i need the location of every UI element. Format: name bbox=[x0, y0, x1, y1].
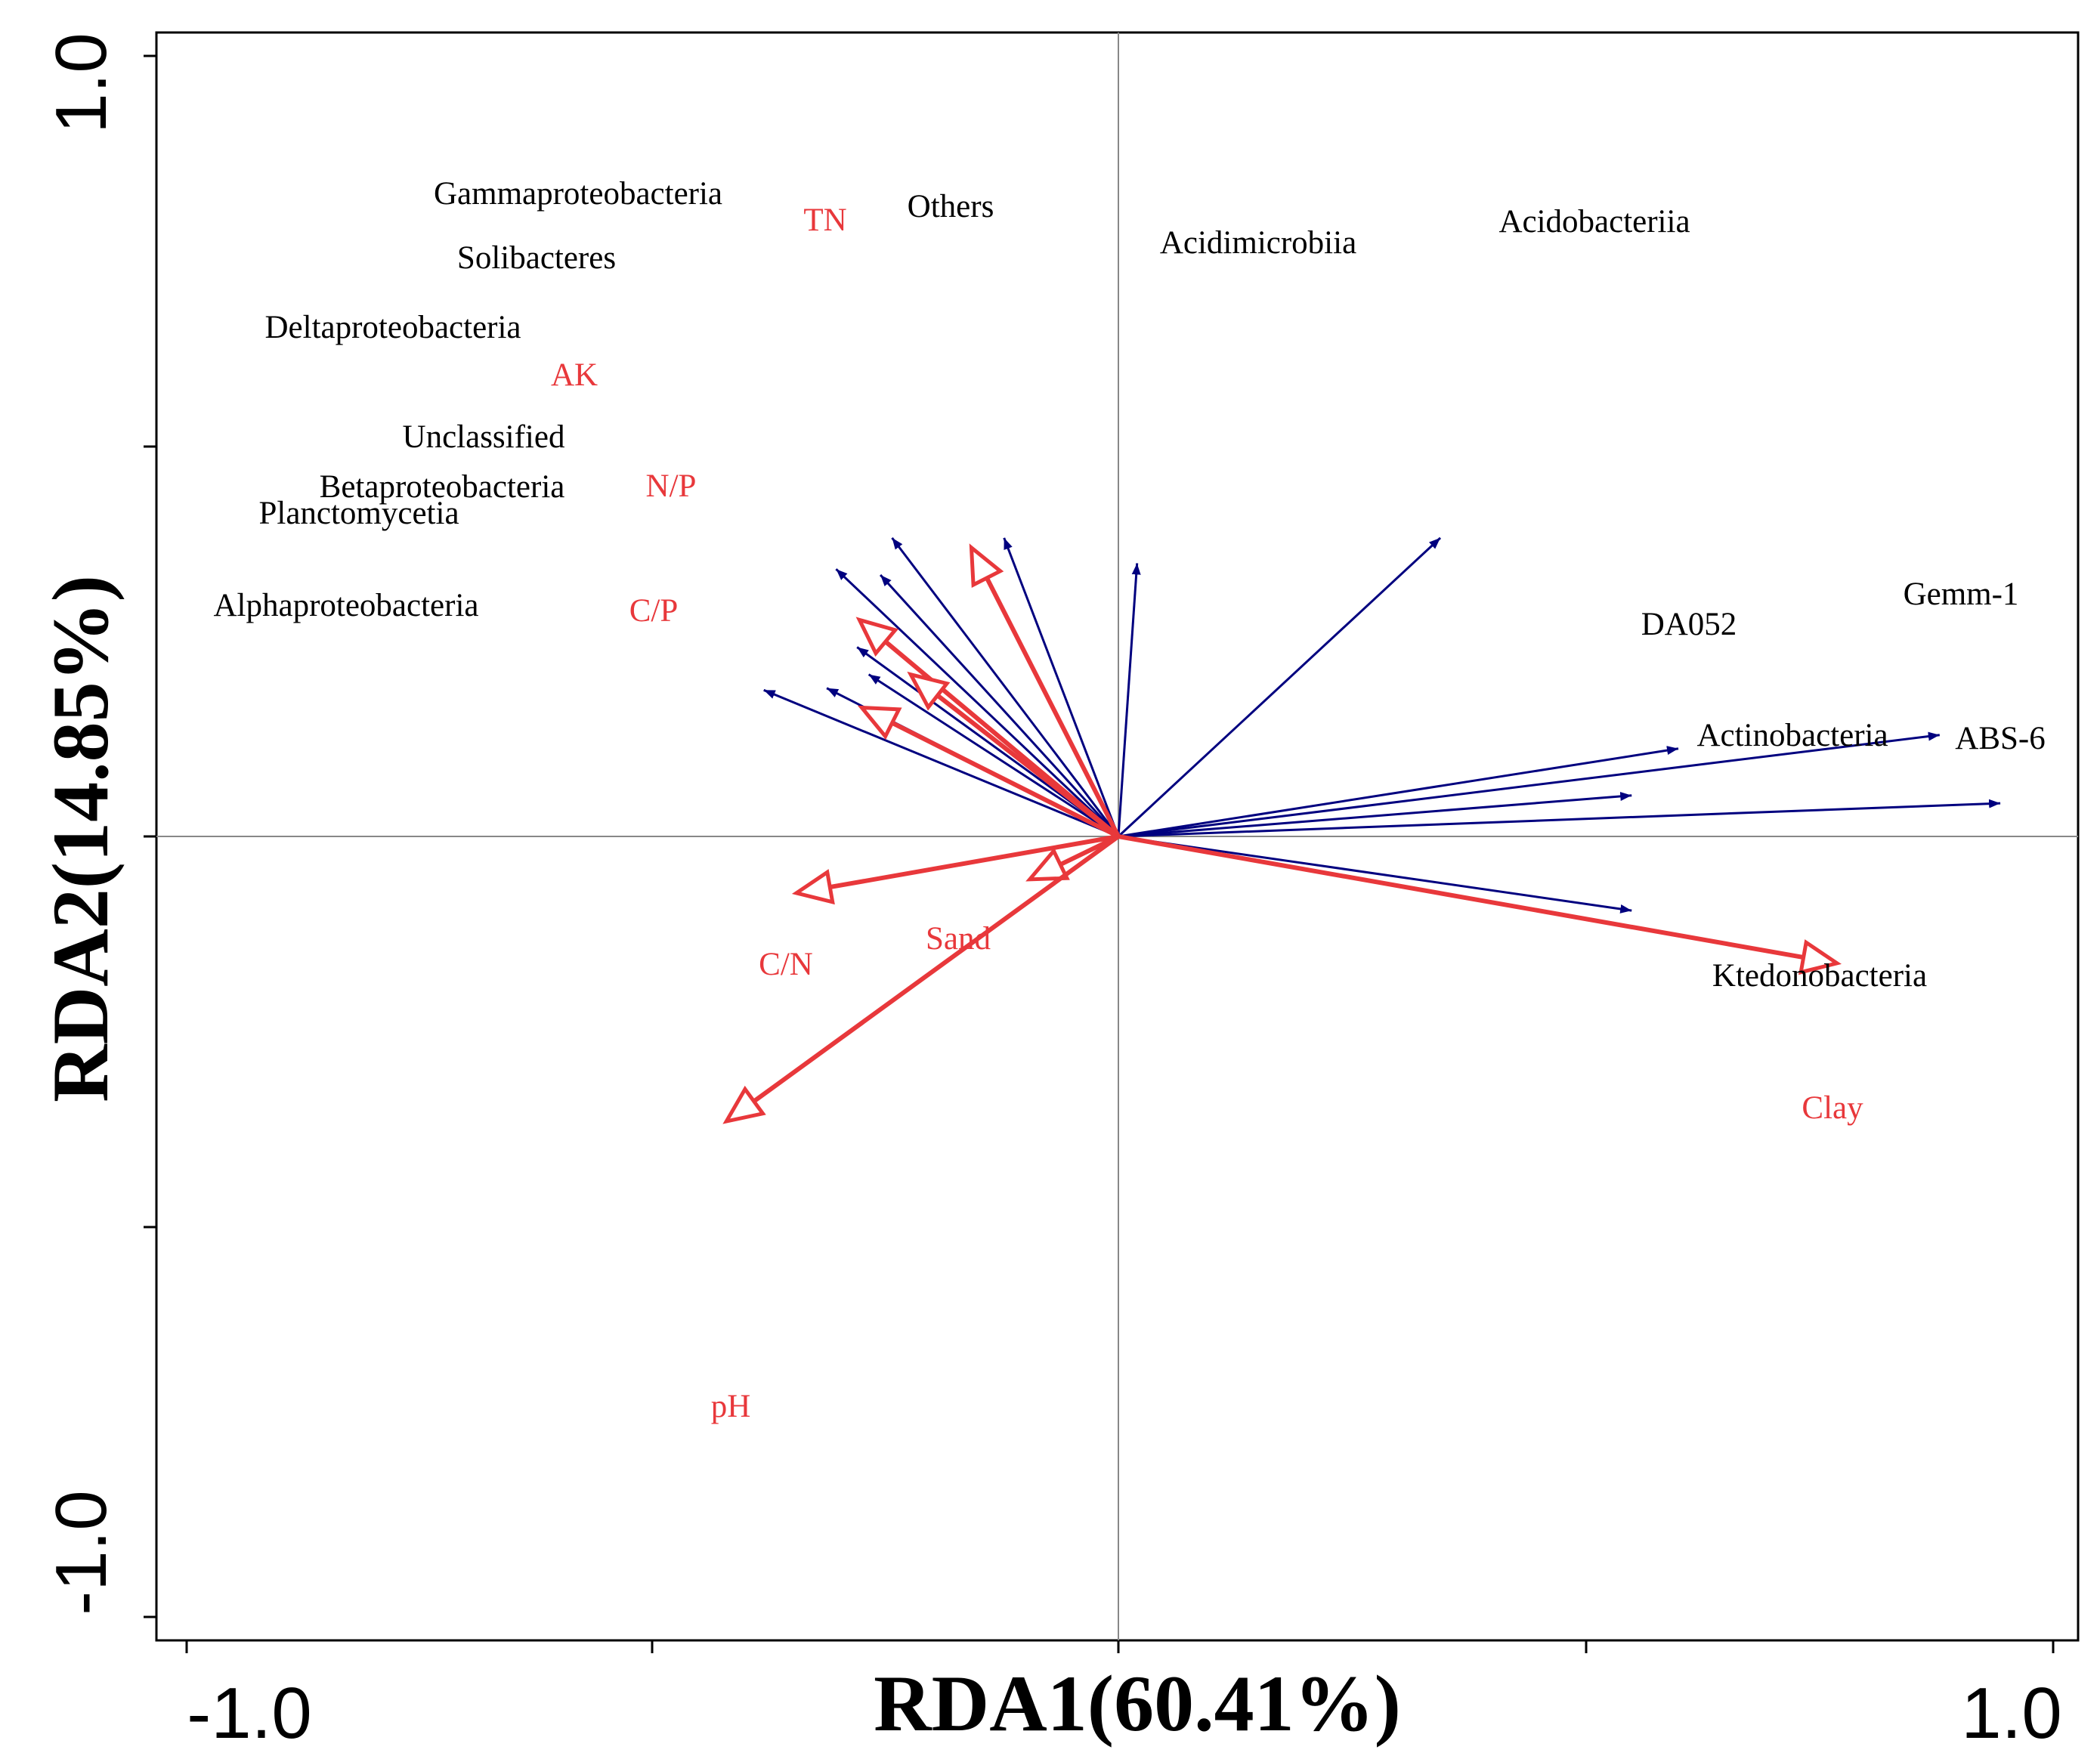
species-label-solibacteres: Solibacteres bbox=[457, 240, 616, 276]
species-label-acidimicrobiia: Acidimicrobiia bbox=[1160, 225, 1356, 261]
x-axis-title: RDA1(60.41%) bbox=[874, 1659, 1401, 1748]
species-arrow-abs-6 bbox=[1118, 799, 2001, 838]
env-arrowhead-c-p bbox=[857, 705, 902, 740]
env-label-c-p: C/P bbox=[629, 593, 679, 629]
env-label-ak: AK bbox=[551, 357, 598, 393]
species-label-planctomycetia: Planctomycetia bbox=[258, 496, 459, 531]
species-arrow-ktedonobacteria bbox=[1118, 835, 1632, 914]
env-arrow-ph bbox=[752, 834, 1120, 1104]
env-arrowhead-n-p bbox=[907, 671, 951, 711]
species-label-unclassified: Unclassified bbox=[403, 419, 565, 455]
biplot-vectors bbox=[722, 536, 2001, 1124]
species-label-actinobacteria: Actinobacteria bbox=[1696, 718, 1888, 753]
species-arrow-acidimicrobiia bbox=[1117, 563, 1141, 837]
species-arrow-acidobacteriia bbox=[1117, 536, 1442, 838]
env-arrowhead-tn bbox=[969, 543, 1004, 588]
env-label-n-p: N/P bbox=[646, 468, 697, 504]
env-arrow-tn bbox=[985, 577, 1121, 838]
env-arrowhead-c-n bbox=[791, 869, 835, 905]
species-arrow-da052 bbox=[1118, 746, 1679, 838]
species-arrow-gammaproteobacteria bbox=[891, 536, 1120, 837]
env-arrowhead-clay bbox=[1798, 939, 1842, 975]
y-axis-title: RDA2(14.85%) bbox=[36, 575, 125, 1102]
species-arrow-solibacteres bbox=[879, 573, 1120, 838]
species-label-acidobacteriia: Acidobacteriia bbox=[1498, 204, 1690, 240]
species-arrow-deltaproteobacteria bbox=[835, 568, 1120, 838]
species-label-gemm-1: Gemm-1 bbox=[1904, 577, 2019, 612]
y-axis-ticks bbox=[144, 54, 156, 1618]
species-label-da052: DA052 bbox=[1641, 607, 1737, 642]
species-label-gammaproteobacteria: Gammaproteobacteria bbox=[434, 176, 722, 212]
env-arrow-clay bbox=[1118, 834, 1805, 960]
species-label-deltaproteobacteria: Deltaproteobacteria bbox=[264, 310, 521, 345]
species-label-betaproteobacteria: Betaproteobacteria bbox=[320, 469, 565, 505]
x-axis-ticks bbox=[185, 1640, 2055, 1653]
env-arrow-c-p bbox=[891, 721, 1120, 839]
env-arrowhead-ph bbox=[722, 1085, 766, 1124]
env-label-tn: TN bbox=[803, 202, 846, 238]
species-arrow-alphaproteobacteria bbox=[763, 688, 1119, 838]
species-arrow-gemm-1 bbox=[1118, 731, 1940, 838]
species-arrow-actinobacteria bbox=[1118, 791, 1632, 838]
env-arrow-n-p bbox=[936, 693, 1120, 839]
x-tick-label-min: -1.0 bbox=[187, 1673, 311, 1754]
y-tick-label-max: 1.0 bbox=[41, 32, 122, 133]
species-label-alphaproteobacteria: Alphaproteobacteria bbox=[214, 588, 479, 623]
species-label-abs-6: ABS-6 bbox=[1955, 721, 2045, 756]
x-tick-label-max: 1.0 bbox=[1961, 1673, 2061, 1754]
env-arrowhead-sand bbox=[1025, 847, 1070, 882]
env-label-ph: pH bbox=[711, 1389, 751, 1424]
biplot-labels: Gammaproteobacteria Solibacteres Deltaprot… bbox=[214, 176, 2046, 1424]
y-tick-label-min: -1.0 bbox=[41, 1490, 122, 1615]
env-label-clay: Clay bbox=[1802, 1090, 1863, 1126]
species-arrow-others bbox=[1003, 537, 1120, 837]
species-arrow-betaproteobacteria bbox=[868, 673, 1119, 838]
env-label-sand: Sand bbox=[926, 921, 991, 957]
env-label-c-n: C/N bbox=[759, 947, 813, 982]
env-arrowhead-ak bbox=[855, 617, 899, 657]
species-label-ktedonobacteria: Ktedonobacteria bbox=[1712, 958, 1927, 994]
species-label-others: Others bbox=[908, 189, 994, 224]
env-arrow-c-n bbox=[829, 834, 1119, 890]
